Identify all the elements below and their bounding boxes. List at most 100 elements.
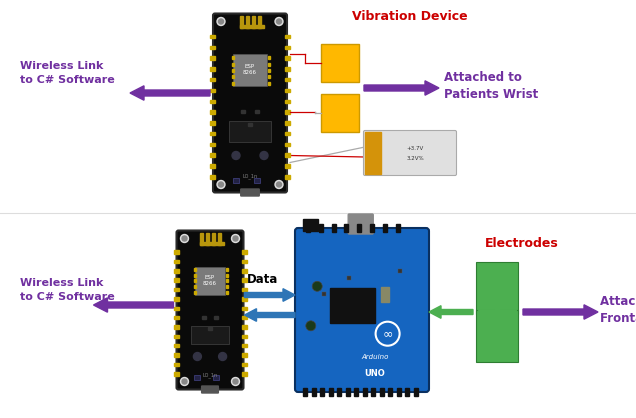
Bar — [354, 388, 358, 396]
Bar — [174, 297, 179, 301]
Bar — [210, 67, 215, 71]
Bar — [322, 292, 326, 296]
Circle shape — [306, 321, 316, 331]
Bar — [285, 67, 290, 71]
Bar — [242, 278, 247, 282]
Bar — [194, 285, 196, 288]
Bar — [174, 250, 179, 254]
Bar — [303, 388, 307, 396]
Text: +3.7V: +3.7V — [406, 146, 424, 151]
Circle shape — [182, 236, 187, 241]
Bar — [242, 334, 247, 338]
Bar — [202, 316, 205, 319]
Bar — [255, 110, 259, 113]
FancyArrow shape — [130, 86, 210, 100]
Bar — [319, 224, 323, 232]
Bar — [210, 121, 215, 125]
Bar — [285, 164, 290, 168]
Text: Attached to
Frontal Lobe: Attached to Frontal Lobe — [600, 295, 636, 325]
Bar — [242, 260, 247, 263]
Text: LO_1n: LO_1n — [242, 173, 258, 179]
FancyArrow shape — [429, 306, 473, 318]
Bar — [306, 224, 310, 232]
Bar — [210, 78, 215, 82]
Bar — [194, 279, 196, 282]
Circle shape — [219, 182, 223, 187]
Bar — [174, 344, 179, 347]
Bar — [174, 363, 179, 366]
Text: Vibration Device: Vibration Device — [352, 10, 467, 23]
Circle shape — [277, 182, 282, 187]
Bar — [242, 297, 247, 301]
Circle shape — [233, 379, 238, 384]
Bar — [174, 334, 179, 338]
Text: LO_1n: LO_1n — [202, 372, 218, 378]
Bar — [206, 232, 209, 245]
Bar — [191, 326, 229, 344]
Text: ∞: ∞ — [382, 327, 393, 340]
Bar — [242, 363, 247, 366]
Text: ESP
8266: ESP 8266 — [243, 64, 257, 75]
Circle shape — [181, 377, 188, 385]
Bar — [229, 120, 271, 142]
Bar — [365, 132, 381, 174]
Text: Data: Data — [247, 273, 278, 286]
Text: Arduino: Arduino — [361, 354, 389, 360]
Bar — [242, 316, 247, 319]
Circle shape — [277, 19, 282, 24]
Circle shape — [232, 234, 240, 242]
Bar — [174, 372, 179, 375]
Bar — [226, 279, 228, 282]
Bar — [240, 25, 264, 28]
Bar — [370, 224, 374, 232]
Circle shape — [275, 181, 283, 189]
Bar — [285, 110, 290, 114]
FancyBboxPatch shape — [295, 228, 429, 392]
Bar — [194, 274, 196, 277]
Bar — [226, 285, 228, 288]
Bar — [208, 327, 212, 330]
Circle shape — [181, 234, 188, 242]
Bar — [285, 89, 290, 92]
FancyBboxPatch shape — [195, 267, 225, 295]
Bar — [320, 388, 324, 396]
Bar — [210, 110, 215, 114]
Bar — [347, 276, 351, 280]
Bar — [242, 269, 247, 273]
Bar — [194, 268, 196, 271]
Bar — [210, 99, 215, 103]
Bar — [242, 250, 247, 254]
Bar — [331, 224, 336, 232]
Bar — [210, 143, 215, 146]
Circle shape — [275, 18, 283, 25]
Bar — [396, 224, 399, 232]
Circle shape — [193, 352, 202, 360]
Circle shape — [232, 151, 240, 160]
Bar — [210, 35, 215, 38]
Bar — [240, 15, 243, 28]
Bar — [200, 242, 224, 245]
Bar — [397, 388, 401, 396]
Bar — [210, 46, 215, 49]
Bar — [254, 178, 260, 183]
Bar — [398, 268, 403, 273]
Bar — [389, 388, 392, 396]
Bar — [242, 288, 247, 291]
FancyArrow shape — [244, 289, 295, 301]
Bar — [248, 122, 252, 125]
Bar — [383, 224, 387, 232]
FancyBboxPatch shape — [202, 386, 218, 393]
FancyBboxPatch shape — [177, 230, 244, 390]
Bar — [285, 78, 290, 82]
Bar — [210, 56, 215, 60]
Bar — [210, 132, 215, 135]
Bar — [218, 232, 221, 245]
Bar — [174, 316, 179, 319]
Bar — [174, 325, 179, 329]
Bar — [285, 132, 290, 135]
Bar — [268, 75, 270, 78]
Bar — [363, 388, 367, 396]
Text: ESP
8266: ESP 8266 — [203, 275, 217, 286]
Bar — [303, 219, 319, 231]
Bar — [174, 306, 179, 310]
